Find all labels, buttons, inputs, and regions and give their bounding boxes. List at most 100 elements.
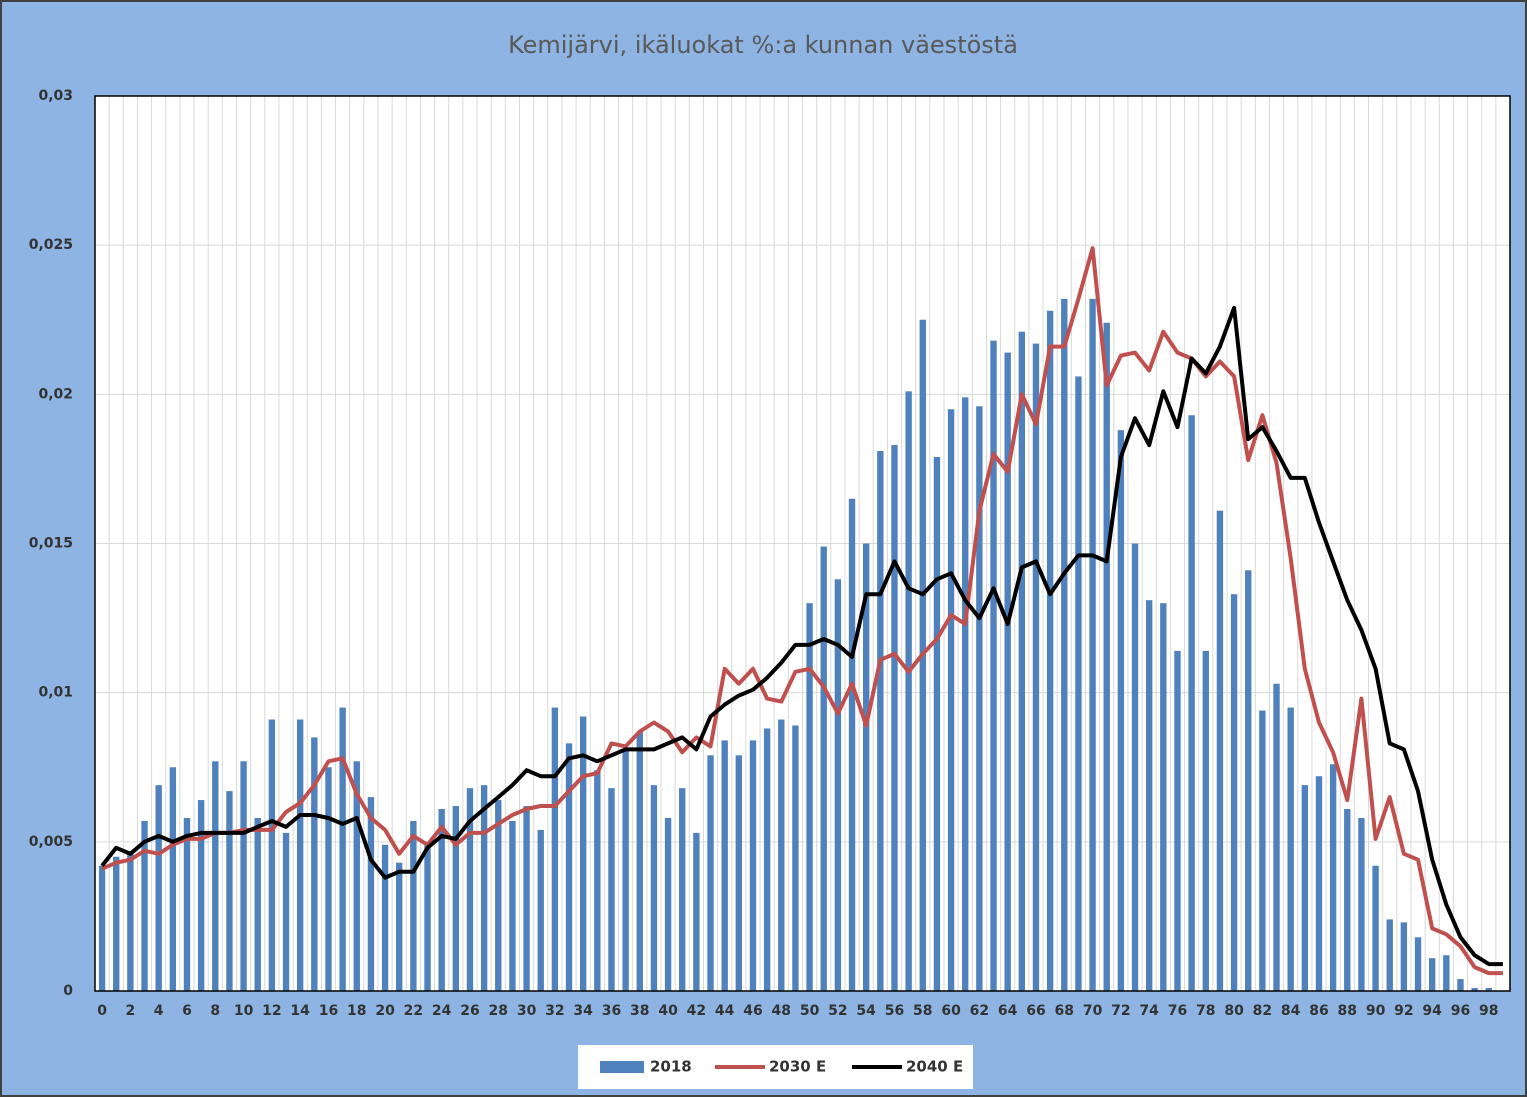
x-tick-label: 4 — [154, 1003, 164, 1019]
bar — [763, 728, 771, 991]
x-tick-label: 86 — [1309, 1003, 1328, 1019]
legend-label: 2018 — [650, 1058, 692, 1076]
x-tick-label: 64 — [998, 1003, 1018, 1019]
x-tick-label: 76 — [1168, 1003, 1187, 1019]
bar — [1245, 570, 1252, 991]
x-tick-label: 66 — [1026, 1003, 1045, 1019]
x-tick-label: 56 — [885, 1003, 904, 1019]
bar — [664, 817, 672, 991]
x-tick-label: 36 — [602, 1003, 621, 1019]
bar — [990, 340, 997, 992]
bar — [862, 543, 870, 991]
bar — [1160, 603, 1167, 991]
bar — [608, 788, 615, 991]
bar — [976, 406, 983, 991]
x-tick-label: 6 — [182, 1003, 192, 1019]
bar — [820, 546, 827, 991]
bar — [127, 850, 134, 991]
bar — [834, 579, 842, 991]
x-tick-label: 38 — [630, 1003, 649, 1019]
y-tick-label: 0,01 — [38, 685, 73, 701]
x-tick-label: 46 — [743, 1003, 762, 1019]
bar — [1400, 922, 1408, 991]
bar — [452, 806, 460, 991]
x-tick-label: 62 — [970, 1003, 989, 1019]
x-tick-label: 8 — [210, 1003, 220, 1019]
bar — [1188, 415, 1195, 991]
bar — [1145, 600, 1153, 991]
x-tick-label: 0 — [97, 1003, 107, 1019]
bar — [1358, 817, 1365, 991]
bar — [537, 829, 544, 991]
bar — [339, 707, 346, 991]
bar — [679, 788, 686, 991]
x-tick-label: 50 — [800, 1003, 820, 1019]
bar — [962, 397, 969, 992]
bar — [1117, 430, 1125, 992]
x-tick-label: 14 — [290, 1003, 310, 1019]
x-tick-label: 74 — [1139, 1003, 1159, 1019]
bar — [98, 865, 106, 991]
bar — [311, 737, 318, 991]
bar — [1174, 650, 1181, 991]
bar — [848, 498, 856, 991]
x-tick-label: 16 — [319, 1003, 338, 1019]
x-tick-label: 58 — [913, 1003, 932, 1019]
bar — [226, 791, 233, 991]
x-tick-label: 32 — [545, 1003, 564, 1019]
bar — [1075, 376, 1082, 991]
x-tick-label: 60 — [941, 1003, 961, 1019]
bar — [254, 817, 261, 991]
bar — [296, 719, 304, 991]
bar — [749, 740, 757, 991]
bar — [1344, 809, 1351, 991]
bar — [523, 806, 530, 991]
bar — [891, 445, 898, 991]
bar — [1301, 785, 1309, 991]
bar — [1414, 937, 1422, 991]
bar — [1457, 979, 1464, 991]
x-tick-label: 68 — [1055, 1003, 1074, 1019]
bar — [877, 451, 884, 991]
x-tick-label: 24 — [432, 1003, 452, 1019]
x-tick-label: 80 — [1224, 1003, 1244, 1019]
bar — [183, 817, 191, 991]
bar — [806, 603, 813, 991]
x-tick-label: 20 — [375, 1003, 395, 1019]
bar — [480, 785, 488, 991]
bar — [1032, 343, 1040, 991]
bar — [1315, 776, 1323, 991]
bar — [1372, 865, 1379, 991]
bar — [551, 707, 559, 991]
bar — [1443, 955, 1450, 991]
bar — [721, 740, 728, 991]
x-tick-label: 22 — [404, 1003, 423, 1019]
bar — [650, 785, 658, 991]
x-tick-label: 10 — [234, 1003, 254, 1019]
bar — [438, 809, 445, 991]
bar — [933, 456, 941, 991]
bar — [113, 856, 120, 991]
bar — [240, 761, 247, 991]
bar — [212, 761, 219, 991]
y-tick-label: 0,025 — [29, 237, 73, 253]
bar — [155, 785, 162, 991]
bar — [1471, 988, 1478, 991]
y-tick-label: 0,03 — [38, 88, 73, 104]
bar — [1103, 322, 1110, 991]
bar — [565, 743, 573, 991]
bar — [792, 725, 799, 991]
bar — [1329, 764, 1337, 991]
x-tick-label: 88 — [1338, 1003, 1357, 1019]
x-tick-label: 78 — [1196, 1003, 1215, 1019]
legend-label: 2030 E — [769, 1058, 826, 1076]
legend-swatch — [600, 1061, 644, 1073]
bar — [466, 788, 474, 991]
x-tick-label: 82 — [1253, 1003, 1272, 1019]
chart-title: Kemijärvi, ikäluokat %:a kunnan väestöst… — [508, 31, 1018, 59]
legend-label: 2040 E — [906, 1058, 963, 1076]
bar — [1273, 683, 1280, 991]
bar — [424, 841, 431, 991]
bar — [622, 749, 629, 991]
line — [100, 305, 1503, 967]
